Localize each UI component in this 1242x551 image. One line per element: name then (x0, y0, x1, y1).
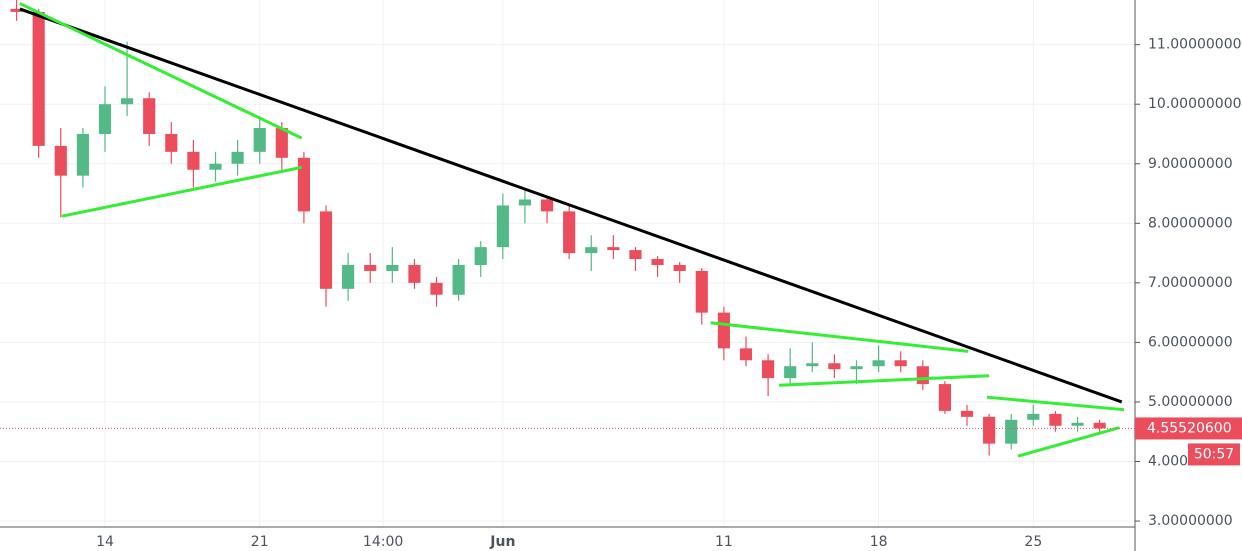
x-tick-label: 18 (870, 534, 888, 550)
candle-body (430, 282, 443, 295)
y-tick-label: 10.00000000 (1148, 96, 1242, 112)
trend-line (61, 165, 303, 218)
candle-body (828, 363, 841, 370)
candle-body (187, 151, 200, 170)
candle-body (518, 199, 532, 206)
candle-body (297, 157, 310, 212)
x-tick-label: 14 (96, 534, 114, 550)
candle-body (408, 264, 421, 283)
candle-body (54, 145, 67, 176)
y-tick-label: 3.00000000 (1148, 513, 1233, 529)
candle-body (563, 211, 576, 254)
candle-body (1071, 422, 1084, 426)
candle-body (364, 264, 377, 271)
candle-body (474, 247, 487, 265)
candle-body (76, 133, 89, 176)
trend-line (1017, 426, 1120, 458)
y-tick-label: 11.00000000 (1148, 37, 1242, 53)
candle-body (143, 98, 156, 134)
trend-line (19, 2, 303, 140)
candle-body (607, 247, 620, 251)
x-tick-label: Jun (489, 534, 515, 550)
y-tick-label: 7.00000000 (1148, 275, 1233, 291)
price-label: 4.55520600 (1147, 420, 1232, 436)
y-tick-label: 6.00000000 (1148, 334, 1233, 350)
x-tick-label: 25 (1024, 534, 1042, 550)
candle-body (496, 205, 509, 248)
candle-body (717, 312, 730, 349)
candle-body (1005, 419, 1018, 444)
candle-body (850, 366, 863, 370)
candle-body (651, 259, 664, 265)
x-tick-label: 11 (715, 534, 733, 550)
candle-body (960, 410, 974, 417)
candle-body (983, 416, 996, 444)
candle-body (739, 348, 753, 361)
candle-body (452, 264, 465, 295)
candle-body (872, 360, 885, 367)
trend-line (710, 321, 969, 353)
candle-body (916, 366, 929, 385)
candle-body (231, 151, 244, 164)
candle-body (806, 363, 819, 367)
candle-body (938, 384, 951, 411)
x-tick-label: 14:00 (363, 534, 403, 550)
countdown-box (1188, 443, 1240, 466)
candle-body (629, 250, 642, 260)
candle-body (121, 98, 134, 105)
trend-line (986, 395, 1125, 412)
y-tick-label: 9.00000000 (1148, 156, 1233, 172)
trend-line (19, 7, 1123, 404)
candle-body (1049, 413, 1062, 426)
candle-body (762, 360, 775, 379)
candle-body (32, 11, 45, 146)
candle-body (1027, 413, 1040, 420)
candle-body (98, 104, 112, 134)
candle-body (673, 264, 686, 271)
countdown: 50:57 (1194, 446, 1234, 462)
candle-body (319, 211, 333, 289)
y-tick-label: 8.00000000 (1148, 215, 1233, 231)
candle-body (540, 199, 554, 212)
candle-body (695, 270, 708, 313)
price-label-box (1135, 417, 1242, 440)
candle-body (585, 247, 598, 254)
x-tick-label: 21 (251, 534, 269, 550)
candle-body (784, 366, 797, 379)
candle-body (386, 264, 399, 271)
candle-body (209, 163, 222, 170)
candle-body (253, 128, 266, 152)
candle-body (10, 8, 23, 12)
candle-body (342, 264, 355, 289)
candle-body (1093, 422, 1106, 429)
candle-body (165, 133, 178, 152)
trend-line (779, 374, 990, 387)
candle-body (275, 128, 288, 158)
y-tick-label: 5.00000000 (1148, 394, 1233, 410)
candle-body (894, 360, 907, 367)
